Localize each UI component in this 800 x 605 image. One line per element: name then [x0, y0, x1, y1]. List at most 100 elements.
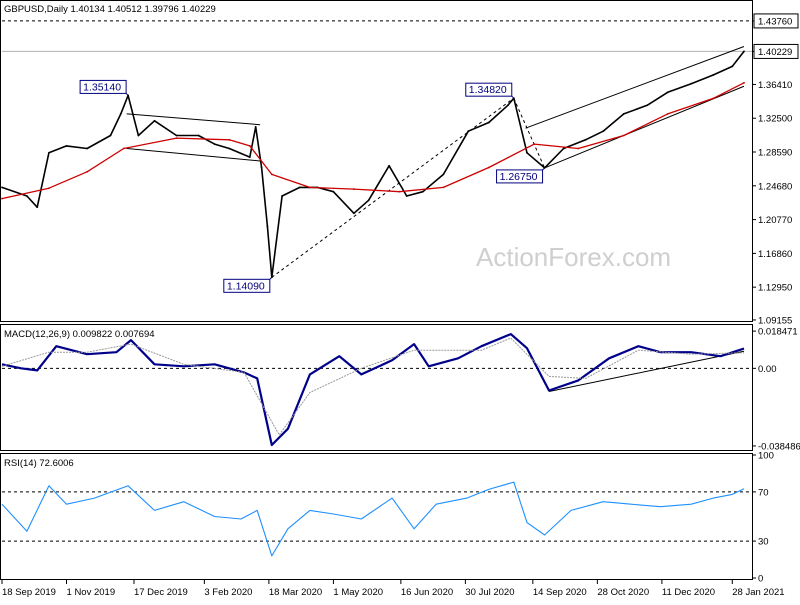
annotation-leader	[125, 93, 129, 96]
price-point	[213, 143, 216, 146]
price-point	[421, 190, 424, 193]
price-point	[86, 147, 88, 150]
rsi-tick-label: 100	[758, 451, 774, 462]
rsi-line	[1, 481, 745, 557]
price-point	[622, 113, 625, 115]
price-point	[367, 199, 370, 202]
price-point	[712, 74, 715, 76]
time-tick-label: 28 Oct 2020	[597, 587, 649, 598]
rsi-panel-frame	[0, 453, 753, 580]
time-tick-label: 1 May 2020	[333, 587, 383, 598]
ma-point	[533, 143, 536, 146]
price-point	[487, 121, 490, 124]
time-tick-label: 17 Dec 2019	[134, 587, 188, 598]
trendline	[525, 46, 745, 129]
price-point	[584, 138, 587, 141]
time-tick-label: 16 Jun 2020	[401, 587, 453, 598]
price-point	[332, 190, 335, 193]
price-panel-frame	[0, 0, 753, 322]
price-point	[467, 130, 470, 133]
price-point	[690, 82, 693, 85]
price-point	[388, 164, 391, 167]
ma-point	[248, 144, 251, 147]
price-point	[405, 195, 408, 197]
annotation-leader	[269, 276, 273, 280]
price-point	[281, 195, 283, 197]
current-price-box	[753, 43, 799, 59]
price-tick-label: 1.32500	[758, 114, 792, 125]
price-point	[353, 212, 355, 215]
ma-point	[398, 190, 401, 193]
price-point	[228, 147, 231, 150]
price-point	[666, 91, 669, 94]
time-tick-label: 1 Nov 2019	[67, 587, 116, 598]
annotation-box	[465, 82, 513, 97]
price-point	[562, 147, 565, 150]
ma-point	[622, 134, 625, 137]
price-point	[119, 113, 122, 115]
time-tick-label: 14 Sep 2020	[533, 587, 587, 598]
annotation-box	[223, 278, 271, 293]
trendline	[513, 97, 546, 169]
rsi-series	[1, 481, 745, 557]
price-point	[266, 225, 269, 228]
macd-trendlines	[548, 350, 745, 393]
ma-point	[48, 187, 50, 190]
price-point	[507, 104, 509, 107]
price-point	[731, 65, 734, 68]
price-trendlines	[126, 46, 745, 278]
rsi-level-lines	[2, 491, 752, 542]
price-tick-label: 1.43760	[758, 16, 792, 27]
price-point	[743, 50, 745, 53]
ma-point	[86, 170, 88, 173]
trendline	[126, 147, 261, 162]
price-header: GBPUSD,Daily 1.40134 1.40512 1.39796 1.4…	[4, 4, 216, 15]
annotation-leader	[511, 95, 515, 99]
time-tick-label: 28 Jan 2021	[732, 587, 784, 598]
annotation-leader	[542, 167, 545, 171]
annotation-box	[79, 79, 127, 94]
price-tick-label: 1.16860	[758, 249, 792, 260]
rsi-tick-label: 30	[758, 537, 769, 548]
annotation-label: 1.35140	[83, 81, 121, 93]
price-point	[48, 151, 50, 154]
price-point	[153, 119, 156, 122]
trendline	[126, 113, 261, 126]
annotation-box	[496, 169, 544, 184]
price-annotations: 1.35140 1.14090 1.34820 1.26750	[79, 79, 545, 293]
ma-point	[666, 113, 669, 115]
macd-line	[1, 333, 745, 447]
ma-point	[309, 186, 311, 189]
ma-point	[270, 173, 273, 176]
macd-tick-label: 0.00	[758, 364, 777, 375]
macd-header: MACD(12,26,9) 0.009822 0.007694	[4, 329, 155, 340]
price-point	[197, 134, 200, 137]
macd-trendline	[548, 350, 745, 393]
trendline	[271, 97, 515, 278]
price-point	[137, 134, 140, 137]
price-axis: 1.43760 1.40229 1.36410 1.32500 1.28590 1.246…	[752, 13, 799, 326]
price-point	[26, 195, 28, 197]
price-tick-label: 1.40229	[758, 47, 792, 58]
macd-tick-label: 0.018471	[758, 327, 798, 338]
price-line	[1, 50, 745, 279]
price-tick-label: 1.28590	[758, 148, 792, 159]
price-point	[248, 156, 251, 159]
ma-point	[228, 138, 231, 141]
ma-point	[577, 147, 580, 150]
rsi-header: RSI(14) 72.6006	[4, 458, 74, 469]
price-tick-label: 1.36410	[758, 80, 792, 91]
price-tick-label: 1.09155	[758, 315, 792, 326]
ma-point	[122, 147, 125, 150]
ma-point	[712, 97, 715, 100]
price-point	[254, 125, 257, 128]
price-tick-label: 1.12950	[758, 283, 792, 294]
price-tick-label: 1.20770	[758, 215, 792, 226]
macd-signal-line	[1, 337, 745, 436]
ma-point	[353, 188, 355, 190]
macd-series	[1, 333, 745, 447]
time-axis: 18 Sep 2019 1 Nov 2019 17 Dec 2019 3 Feb 20…	[1, 579, 785, 598]
annotation-label: 1.34820	[469, 84, 507, 96]
price-reference-lines	[2, 20, 752, 52]
